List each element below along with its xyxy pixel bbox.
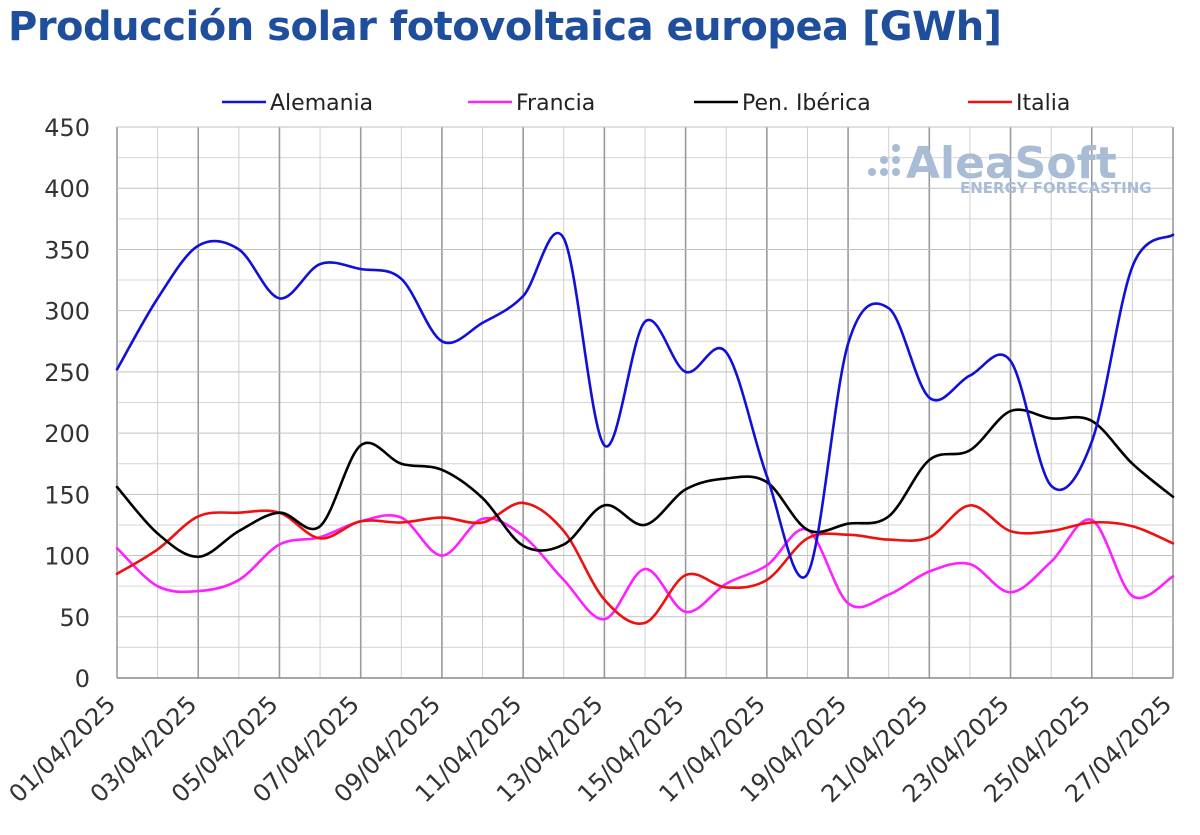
series-line-italia [115,501,1175,625]
y-tick-label: 100 [44,543,90,571]
series-line-francia [115,514,1175,621]
grid [116,126,1174,679]
series-line-alemania [115,231,1175,579]
y-tick-label: 400 [44,175,90,203]
legend-label-pen-iberica: Pen. Ibérica [742,91,871,116]
series-line-pen-iberica [115,408,1175,559]
y-tick-label: 50 [59,604,90,632]
watermark-tagline: ENERGY FORECASTING [960,179,1152,197]
series-lines [115,231,1175,625]
watermark-brand: AleaSoft [906,138,1117,189]
y-tick-label: 300 [44,298,90,326]
aleasoft-logo-dots-icon [868,144,900,176]
y-tick-label: 450 [44,114,90,142]
x-axis-ticks: 01/04/202503/04/202505/04/202507/04/2025… [4,690,1178,808]
legend-label-alemania: Alemania [270,91,373,116]
y-axis-ticks: 0 50 100 150 200 250 300 350 400 450 [44,114,90,693]
legend: Alemania Francia Pen. Ibérica Italia [222,91,1070,116]
aleasoft-watermark: AleaSoft ENERGY FORECASTING [868,138,1152,197]
y-tick-label: 200 [44,420,90,448]
legend-label-italia: Italia [1016,91,1070,116]
y-tick-label: 350 [44,236,90,264]
y-tick-label: 150 [44,481,90,509]
legend-label-francia: Francia [516,91,595,116]
y-tick-label: 250 [44,359,90,387]
chart-title: Producción solar fotovoltaica europea [G… [8,4,1002,50]
y-tick-label: 0 [75,665,90,693]
